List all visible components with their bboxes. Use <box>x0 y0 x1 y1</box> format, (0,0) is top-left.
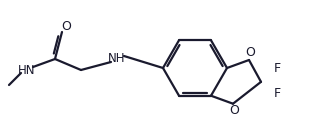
Text: F: F <box>274 62 281 75</box>
Text: O: O <box>61 20 71 34</box>
Text: O: O <box>245 47 255 59</box>
Text: O: O <box>229 104 239 117</box>
Text: HN: HN <box>18 64 36 77</box>
Text: F: F <box>274 87 281 100</box>
Text: NH: NH <box>108 51 126 64</box>
